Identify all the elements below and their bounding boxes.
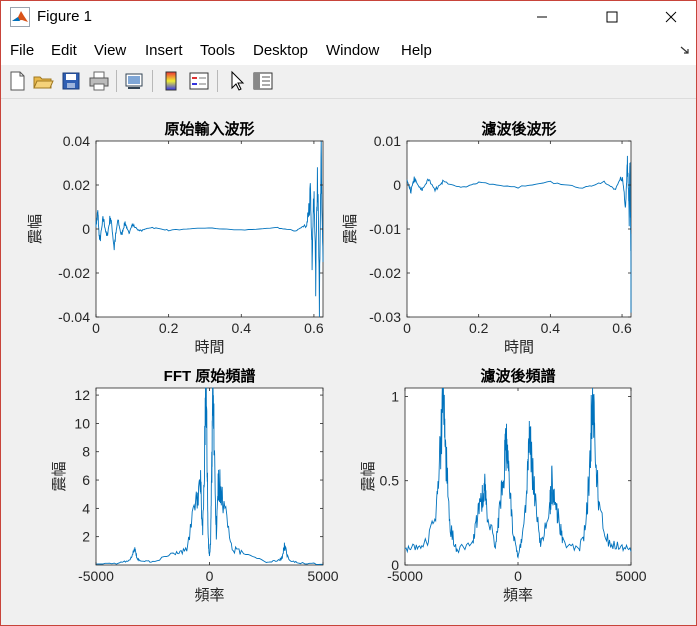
menu-insert[interactable]: Insert [145,42,183,59]
y-tick-label: -0.01 [369,221,401,237]
series-line [95,140,324,317]
new-figure-icon[interactable] [6,70,28,92]
menu-window[interactable]: Window [326,42,380,59]
menu-edit[interactable]: Edit [51,42,77,59]
y-tick-label: 0 [393,177,401,193]
y-tick-label: 0.5 [380,473,400,489]
chart-title: 濾波後頻譜 [480,367,555,385]
minimize-icon [537,16,547,18]
x-tick-label: 0 [514,568,522,584]
save-icon[interactable] [60,70,82,92]
y-tick-label: 10 [74,415,90,431]
toolbar-separator [217,70,218,92]
x-tick-label: -5000 [78,568,114,584]
y-axis-label: 震幅 [360,461,377,491]
y-tick-label: 4 [82,500,90,516]
y-tick-label: -0.02 [369,265,401,281]
x-axis-label: 頻率 [503,587,533,604]
x-tick-label: 0 [206,568,214,584]
y-tick-label: 6 [82,472,90,488]
open-file-icon[interactable] [32,70,54,92]
chart-title: FFT 原始頻譜 [164,367,256,385]
figure-canvas[interactable]: 0 0.2 0.4 0.60.040.020-0.02-0.04原始輸入波形時間震幅 … [1,99,696,625]
y-axis-label: 震幅 [27,214,44,244]
toolbar-separator [152,70,153,92]
y-tick-label: 2 [82,529,90,545]
x-tick-label: 0 [403,320,411,336]
insert-colorbar-icon[interactable] [160,70,182,92]
x-tick-label: -5000 [387,568,423,584]
x-axis-label: 時間 [504,339,534,356]
property-inspector-icon[interactable] [252,70,274,92]
print-icon[interactable] [88,70,110,92]
y-tick-label: 0.02 [63,177,90,193]
arrow-icon[interactable] [680,45,692,55]
minimize-button[interactable] [519,1,565,33]
menu-file[interactable]: File [10,42,35,59]
y-tick-label: 0.04 [63,133,90,149]
insert-legend-icon[interactable] [188,70,210,92]
close-icon [665,11,677,23]
series-line [406,155,632,313]
link-plot-icon[interactable] [123,70,145,92]
maximize-icon [606,11,618,23]
menu-view[interactable]: View [94,42,127,59]
maximize-button[interactable] [589,1,635,33]
x-tick-label: 5000 [307,568,338,584]
menu-help[interactable]: Help [401,42,432,59]
y-axis-label: 震幅 [51,461,68,491]
x-tick-label: 0.4 [232,320,252,336]
x-axis-label: 時間 [194,339,224,356]
x-tick-label: 0.6 [304,320,324,336]
chart-title: 濾波後波形 [481,120,556,138]
close-button[interactable] [648,1,694,33]
x-tick-label: 0 [92,320,100,336]
x-tick-label: 0.2 [469,320,489,336]
y-tick-label: -0.03 [369,309,401,325]
title-bar[interactable]: Figure 1 [1,1,696,33]
y-tick-label: 0 [82,221,90,237]
menu-bar: File Edit View Insert Tools Desktop Wind… [1,33,696,65]
series-line [404,387,632,559]
matlab-logo-icon [10,7,30,27]
menu-desktop[interactable]: Desktop [253,42,309,59]
y-tick-label: 12 [74,387,90,403]
y-axis-label: 震幅 [342,214,359,244]
y-tick-label: -0.04 [58,309,90,325]
x-tick-label: 0.2 [159,320,179,336]
x-axis-label: 頻率 [194,587,224,604]
menu-tools[interactable]: Tools [200,42,236,59]
toolbar-separator [116,70,117,92]
chart-title: 原始輸入波形 [164,120,254,138]
series-line [95,387,323,565]
y-tick-label: -0.02 [58,265,90,281]
axes-box [95,387,324,566]
y-tick-label: 0 [391,557,399,573]
edit-plot-arrow-icon[interactable] [226,70,248,92]
x-tick-label: 0.4 [541,320,561,336]
y-tick-label: 0.01 [374,133,401,149]
x-tick-label: 5000 [615,568,646,584]
y-tick-label: 8 [82,444,90,460]
axes-box [406,140,632,318]
window-title: Figure 1 [37,8,93,25]
x-tick-label: 0.6 [612,320,632,336]
toolbar [1,65,696,99]
y-tick-label: 1 [391,388,399,404]
